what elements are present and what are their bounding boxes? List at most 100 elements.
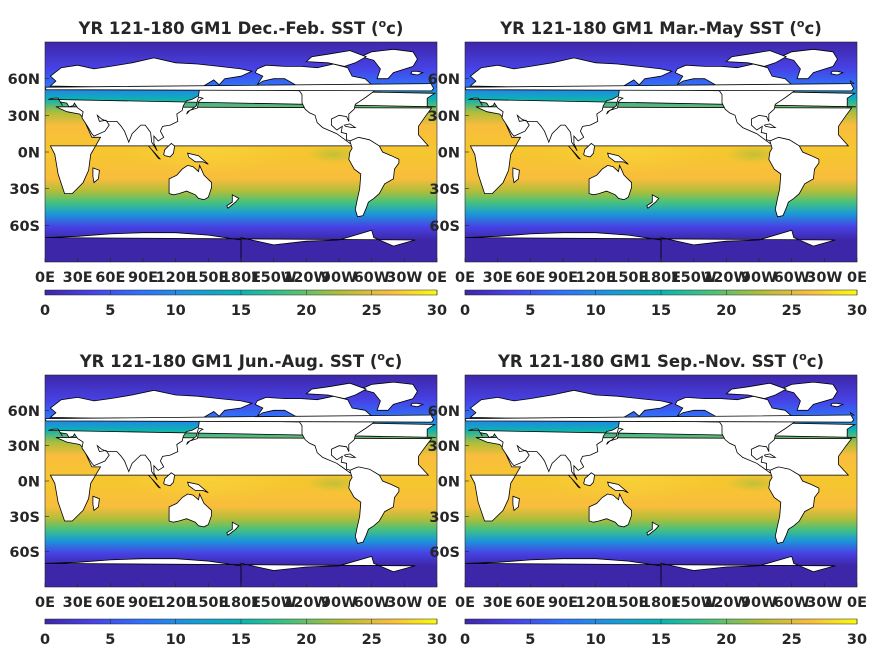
title-text: YR 121-180 GM1 Jun.-Aug. SST ( <box>79 352 378 371</box>
land-mass <box>768 466 820 544</box>
x-tick-label: 90W <box>741 270 777 286</box>
panel-1: YR 121-180 GM1 Dec.-Feb. SST (oc) 60N 30N 0… <box>0 17 447 319</box>
y-tick-label: 60S <box>9 545 40 561</box>
land-mass <box>830 70 845 76</box>
colorbar-tick-label: 30 <box>847 632 867 648</box>
x-tick-label: 0E <box>427 270 447 286</box>
colorbar-tick-label: 5 <box>105 632 115 648</box>
x-tick-label: 0E <box>847 270 867 286</box>
colorbar-tick-label: 5 <box>105 303 115 319</box>
land-mass <box>348 136 400 218</box>
land-mass <box>607 481 629 494</box>
colorbar-tick-label: 20 <box>716 632 736 648</box>
colorbar-tick-label: 15 <box>651 303 671 319</box>
x-tick-label: 60W <box>774 270 810 286</box>
colorbar-tick-label: 15 <box>231 632 251 648</box>
x-tick-label: 120W <box>703 595 749 611</box>
land-mass <box>862 437 875 521</box>
colorbar-tick-label: 30 <box>427 303 447 319</box>
x-tick-label: 60W <box>354 595 390 611</box>
x-tick-label: 0E <box>427 595 447 611</box>
x-tick-label: 60E <box>515 595 545 611</box>
land-mass <box>410 70 425 76</box>
title-text: YR 121-180 GM1 Sep.-Nov. SST ( <box>497 352 799 371</box>
land-mass <box>468 57 857 152</box>
land-mass <box>856 237 857 239</box>
x-tick-label: 150E <box>608 270 648 286</box>
land-mass <box>512 495 520 512</box>
land-mass <box>465 555 836 587</box>
colorbar-tick-label: 15 <box>231 303 251 319</box>
colorbar-tick-label: 0 <box>460 632 470 648</box>
x-tick-label: 30E <box>63 270 93 286</box>
x-tick-label: 120W <box>283 270 329 286</box>
panel-title: YR 121-180 GM1 Sep.-Nov. SST (oc) <box>497 350 824 371</box>
land-mass <box>163 142 176 158</box>
y-tick-label: 30N <box>428 109 460 125</box>
x-tick-label: 180E <box>221 270 261 286</box>
y-tick-label: 60N <box>428 72 460 88</box>
land-mass <box>607 152 629 165</box>
land-mass <box>763 453 777 458</box>
land-mass <box>583 142 596 158</box>
x-tick-label: 60W <box>354 270 390 286</box>
land-mass <box>343 453 357 458</box>
x-tick-label: 180E <box>641 270 681 286</box>
colorbar-tick-label: 20 <box>296 632 316 648</box>
land-mass <box>568 474 581 489</box>
land-mass <box>163 472 176 487</box>
colorbar-tick-label: 10 <box>166 303 186 319</box>
panel-title: YR 121-180 GM1 Dec.-Feb. SST (oc) <box>78 17 404 38</box>
land-mass <box>830 402 845 408</box>
land-mass <box>646 194 660 209</box>
x-tick-label: 90W <box>321 595 357 611</box>
land-mass <box>348 466 400 544</box>
land-mass <box>410 402 425 408</box>
land-mass <box>48 57 437 152</box>
colorbar-tick-label: 30 <box>427 632 447 648</box>
land-mass <box>860 390 875 480</box>
y-tick-label: 0N <box>18 475 40 491</box>
land-mass <box>763 123 777 128</box>
land-mass <box>588 492 632 528</box>
land-mass <box>646 521 660 536</box>
land-mass <box>588 164 632 201</box>
land-mass <box>48 389 437 481</box>
x-tick-label: 90W <box>321 270 357 286</box>
colorbar-tick-label: 30 <box>847 303 867 319</box>
colorbar-tick-label: 25 <box>362 632 382 648</box>
land-mass <box>856 562 857 564</box>
y-tick-label: 60N <box>428 404 460 420</box>
x-tick-label: 30E <box>483 270 513 286</box>
land-mass <box>0 137 7 217</box>
title-unit: c) <box>804 19 821 38</box>
x-tick-label: 120E <box>576 595 616 611</box>
land-mass <box>583 472 596 487</box>
x-tick-label: 0E <box>35 595 55 611</box>
y-tick-label: 30N <box>8 109 40 125</box>
land-mass <box>512 167 520 184</box>
land-mass <box>465 229 836 262</box>
x-tick-label: 30W <box>386 595 422 611</box>
land-mass <box>305 50 368 67</box>
y-tick-label: 60S <box>429 219 460 235</box>
colorbar-tick-label: 0 <box>40 303 50 319</box>
colorbar-tick-label: 10 <box>586 303 606 319</box>
x-tick-label: 90W <box>741 595 777 611</box>
x-tick-label: 120W <box>703 270 749 286</box>
land-mass <box>0 230 23 262</box>
land-mass <box>568 145 581 160</box>
x-tick-label: 150W <box>671 270 717 286</box>
x-tick-label: 30W <box>806 270 842 286</box>
land-mass <box>606 96 624 115</box>
y-tick-label: 60N <box>8 72 40 88</box>
x-tick-label: 150W <box>671 595 717 611</box>
land-mass <box>187 152 209 165</box>
land-mass <box>779 48 838 80</box>
land-mass <box>168 164 213 201</box>
land-mass <box>468 389 857 481</box>
land-mass <box>226 521 240 536</box>
land-mass <box>187 481 209 494</box>
x-tick-label: 30E <box>483 595 513 611</box>
